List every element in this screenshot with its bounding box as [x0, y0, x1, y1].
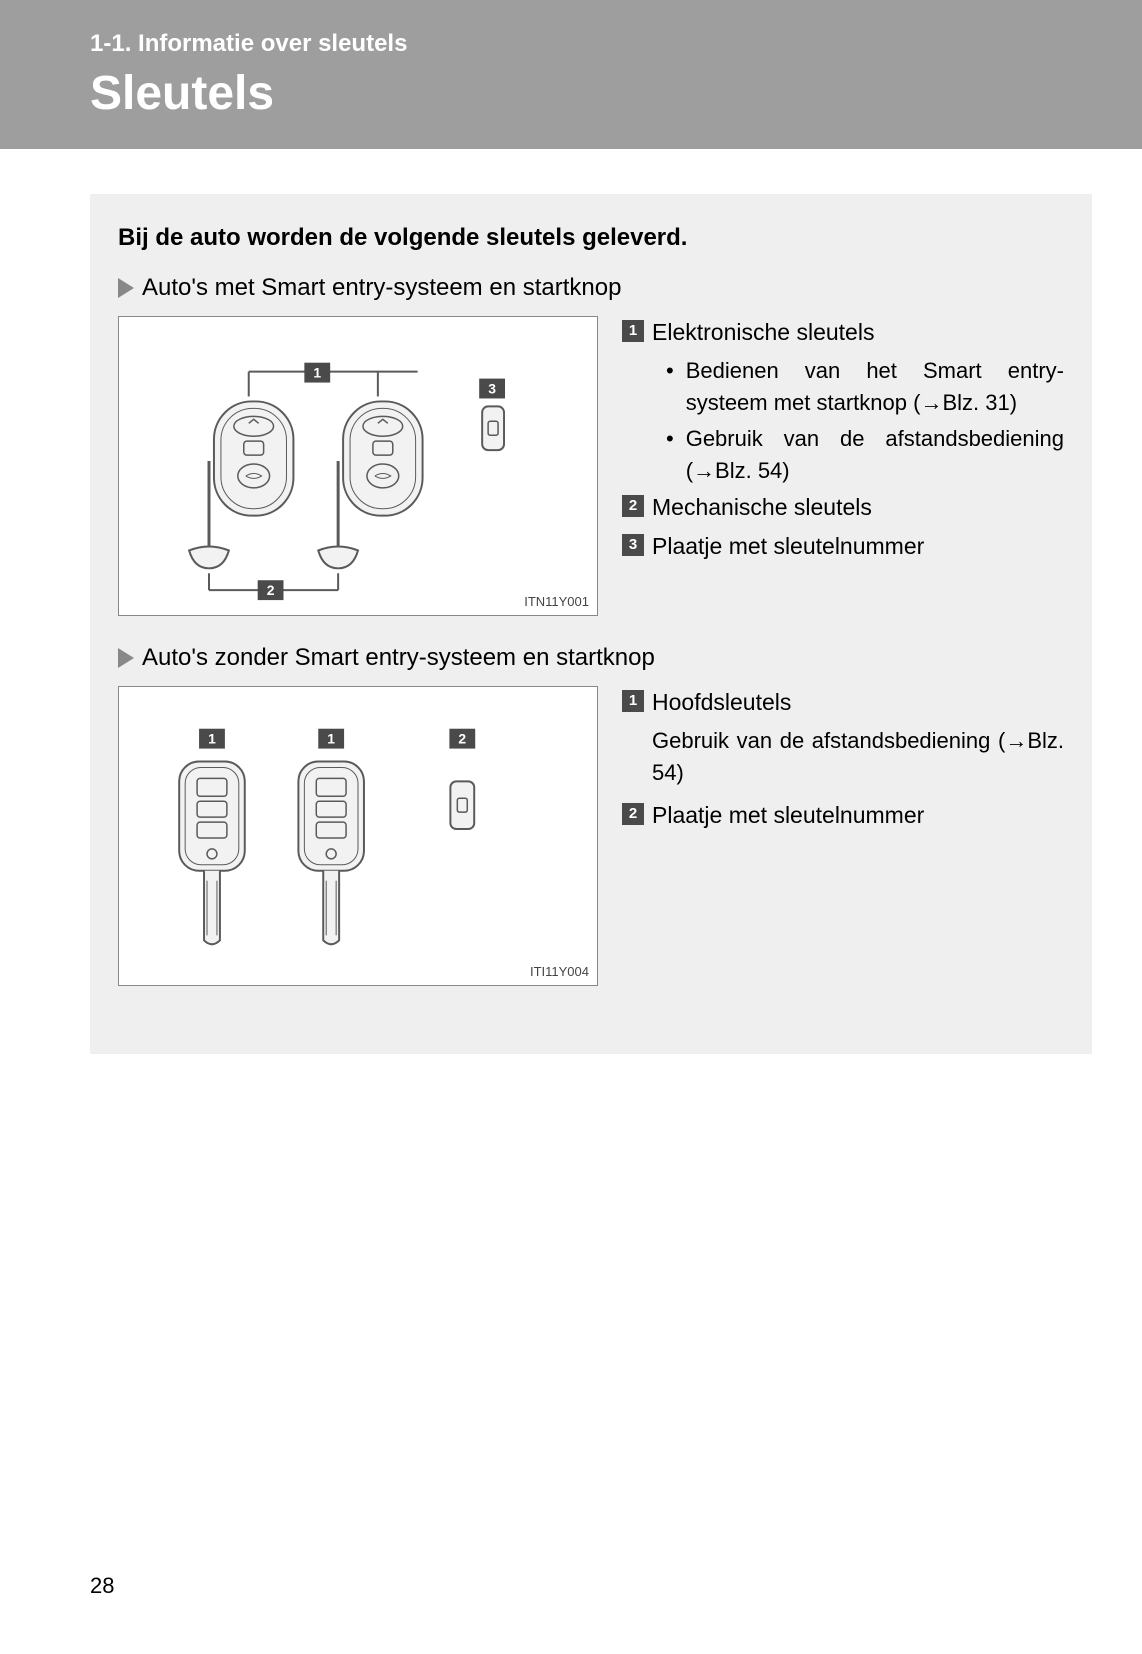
legend-item: 2 Plaatje met sleutelnummer: [622, 799, 1064, 832]
subtitle-row-1: Auto's met Smart entry-systeem en startk…: [118, 274, 1064, 302]
num-badge: 3: [622, 534, 644, 556]
legend-2: 1 Hoofdsleutels Gebruik van de afstandsb…: [622, 686, 1064, 986]
legend-item: 1 Elektronische sleutels: [622, 316, 1064, 349]
intro-text: Bij de auto worden de volgende sleutels …: [118, 224, 1064, 252]
num-badge: 2: [622, 803, 644, 825]
subtitle-1: Auto's met Smart entry-systeem en startk…: [142, 274, 621, 302]
svg-text:2: 2: [458, 731, 466, 747]
section-title: Sleutels: [90, 66, 1142, 121]
triangle-icon: [118, 278, 134, 298]
svg-text:1: 1: [313, 365, 321, 381]
page-number: 28: [90, 1573, 114, 1599]
triangle-icon: [118, 648, 134, 668]
legend-label: Mechanische sleutels: [652, 491, 872, 524]
page-header: 1-1. Informatie over sleutels Sleutels: [0, 0, 1142, 149]
legend-subtext: Gebruik van de afstandsbe­diening (→Blz.…: [686, 423, 1064, 487]
num-badge: 2: [622, 495, 644, 517]
svg-text:3: 3: [488, 380, 496, 396]
subtitle-row-2: Auto's zonder Smart entry-systeem en sta…: [118, 644, 1064, 672]
legend-item: 3 Plaatje met sleutelnummer: [622, 530, 1064, 563]
block-1: 1: [118, 316, 1064, 616]
legend-subtext: Bedienen van het Smart entry-systeem met…: [686, 355, 1064, 419]
legend-subtext-block: Gebruik van de afstandsbedie­ning (→Blz.…: [622, 725, 1064, 789]
section-number: 1-1. Informatie over sleutels: [90, 30, 1142, 58]
num-badge: 1: [622, 320, 644, 342]
legend-item: 2 Mechanische sleutels: [622, 491, 1064, 524]
legend-label: Plaatje met sleutelnummer: [652, 530, 924, 563]
key-illustration-2: 1 1 2: [119, 687, 597, 985]
legend-subtext: Gebruik van de afstandsbedie­ning (→Blz.…: [652, 725, 1064, 789]
legend-item: 1 Hoofdsleutels: [622, 686, 1064, 719]
block-2: 1 1 2: [118, 686, 1064, 986]
diagram-2: 1 1 2: [118, 686, 598, 986]
legend-label: Elektronische sleutels: [652, 316, 874, 349]
key-illustration-1: 1: [119, 317, 597, 615]
legend-label: Hoofdsleutels: [652, 686, 791, 719]
figure-code-2: ITI11Y004: [530, 964, 589, 979]
svg-text:2: 2: [267, 582, 275, 598]
diagram-1: 1: [118, 316, 598, 616]
legend-1: 1 Elektronische sleutels •Bedienen van h…: [622, 316, 1064, 616]
svg-text:1: 1: [327, 731, 335, 747]
figure-code-1: ITN11Y001: [524, 594, 589, 609]
svg-text:1: 1: [208, 731, 216, 747]
content-box: Bij de auto worden de volgende sleutels …: [90, 194, 1092, 1054]
subtitle-2: Auto's zonder Smart entry-systeem en sta…: [142, 644, 655, 672]
num-badge: 1: [622, 690, 644, 712]
legend-sublist: •Bedienen van het Smart entry-systeem me…: [622, 355, 1064, 487]
legend-label: Plaatje met sleutelnummer: [652, 799, 924, 832]
